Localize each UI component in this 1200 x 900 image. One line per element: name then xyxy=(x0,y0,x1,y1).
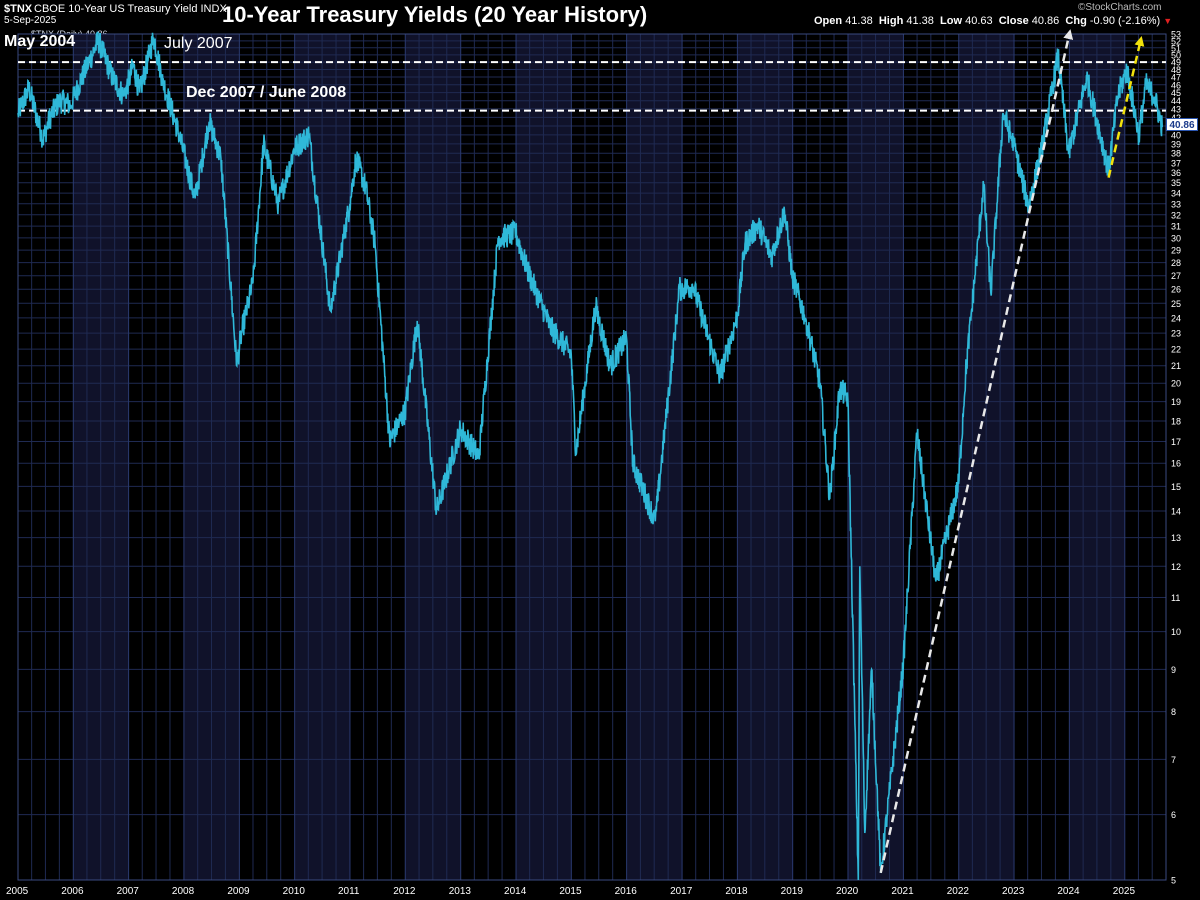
y-tick-label: 29 xyxy=(1171,246,1181,256)
y-tick-label: 15 xyxy=(1171,482,1181,492)
y-tick-label: 5 xyxy=(1171,876,1176,886)
x-tick-label: 2015 xyxy=(559,886,582,897)
y-tick-label: 11 xyxy=(1171,593,1180,603)
x-tick-label: 2020 xyxy=(836,886,859,897)
y-tick-label: 10 xyxy=(1171,627,1181,637)
x-tick-label: 2012 xyxy=(393,886,416,897)
x-tick-label: 2022 xyxy=(947,886,970,897)
y-tick-label: 25 xyxy=(1171,299,1181,309)
annotation-dec-2007-june-2008: Dec 2007 / June 2008 xyxy=(186,84,346,102)
x-tick-label: 2008 xyxy=(172,886,195,897)
y-tick-label: 22 xyxy=(1171,345,1181,355)
annotation-may-2004: May 2004 xyxy=(4,33,75,51)
x-tick-label: 2007 xyxy=(117,886,140,897)
x-tick-label: 2024 xyxy=(1057,886,1080,897)
y-tick-label: 16 xyxy=(1171,459,1181,469)
year-bands xyxy=(18,34,1166,880)
annotation-july-2007: July 2007 xyxy=(164,35,233,53)
x-tick-label: 2010 xyxy=(283,886,306,897)
x-tick-label: 2019 xyxy=(781,886,804,897)
x-tick-label: 2017 xyxy=(670,886,693,897)
x-tick-label: 2021 xyxy=(891,886,914,897)
y-tick-label: 35 xyxy=(1171,178,1181,188)
y-tick-label: 13 xyxy=(1171,533,1181,543)
y-tick-label: 8 xyxy=(1171,707,1176,717)
y-tick-label: 37 xyxy=(1171,158,1181,168)
y-tick-label: 21 xyxy=(1171,361,1181,371)
x-tick-label: 2025 xyxy=(1113,886,1136,897)
y-tick-label: 27 xyxy=(1171,271,1181,281)
y-tick-label: 20 xyxy=(1171,379,1181,389)
x-tick-label: 2018 xyxy=(725,886,748,897)
y-tick-label: 26 xyxy=(1171,285,1181,295)
y-tick-label: 36 xyxy=(1171,168,1181,178)
x-tick-label: 2011 xyxy=(338,886,360,897)
y-tick-label: 6 xyxy=(1171,810,1176,820)
x-tick-label: 2016 xyxy=(615,886,638,897)
y-tick-label: 19 xyxy=(1171,397,1181,407)
y-tick-label: 17 xyxy=(1171,437,1181,447)
x-tick-label: 2009 xyxy=(227,886,250,897)
last-value-badge: 40.86 xyxy=(1166,118,1198,131)
y-axis-ticks: 5 6 7 8 9 10 11 12 13 14 15 16 17 18 19 20 21 22 23 24 25 26 2… xyxy=(1171,30,1181,886)
y-tick-label: 31 xyxy=(1171,222,1181,232)
x-tick-label: 2023 xyxy=(1002,886,1025,897)
y-tick-label: 7 xyxy=(1171,755,1176,765)
y-tick-label: 30 xyxy=(1171,233,1181,243)
y-tick-label: 39 xyxy=(1171,139,1181,149)
y-tick-label: 12 xyxy=(1171,562,1181,572)
y-tick-label: 32 xyxy=(1171,210,1181,220)
y-tick-label: 53 xyxy=(1171,30,1181,40)
x-tick-label: 2014 xyxy=(504,886,527,897)
y-tick-label: 24 xyxy=(1171,313,1181,323)
x-axis-ticks: 2005 2006 2007 2008 2009 2010 2011 2012 2013 2014… xyxy=(6,886,1135,897)
x-tick-label: 2013 xyxy=(449,886,472,897)
y-tick-label: 23 xyxy=(1171,329,1181,339)
y-tick-label: 14 xyxy=(1171,507,1181,517)
x-tick-label: 2006 xyxy=(61,886,84,897)
y-tick-label: 28 xyxy=(1171,258,1181,268)
y-tick-label: 34 xyxy=(1171,189,1181,199)
x-tick-label: 2005 xyxy=(6,886,29,897)
y-tick-label: 33 xyxy=(1171,199,1181,209)
y-tick-label: 38 xyxy=(1171,149,1181,159)
y-tick-label: 9 xyxy=(1171,665,1176,675)
y-tick-label: 18 xyxy=(1171,416,1181,426)
